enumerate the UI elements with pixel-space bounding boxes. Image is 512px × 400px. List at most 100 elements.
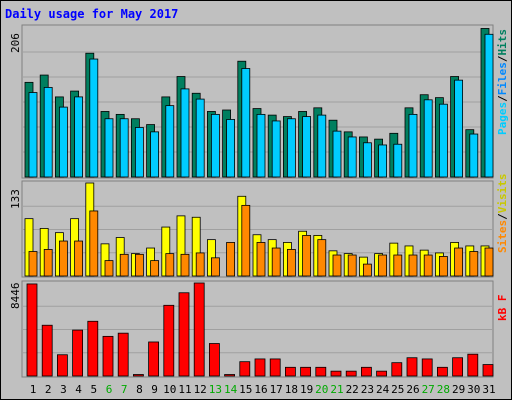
sites-bar [28,251,38,277]
sites-bar [59,240,68,277]
x-day-label: 27 [422,383,435,396]
sites-bar [165,253,175,277]
files-bar [347,136,357,178]
kbf-bar [224,374,236,377]
kbf-bar [300,366,312,377]
x-day-label: 2 [45,383,52,396]
sites-bar [195,252,205,277]
x-day-label: 17 [270,383,283,396]
kbf-bar [26,283,38,377]
x-day-label: 4 [75,383,82,396]
kbf-bar [178,292,190,377]
kbf-bar [41,324,53,377]
files-bar [104,118,114,178]
legend-entry: Files [496,62,509,95]
kbf-bar [208,343,220,377]
x-day-label: 21 [330,383,343,396]
legend-entry: kB F [496,295,509,322]
sites-bar [469,251,479,277]
bars-layer [24,28,494,377]
files-bar [286,118,296,178]
kbf-bar [391,362,403,377]
files-bar [438,103,448,178]
files-bar [393,143,403,178]
files-bar [302,116,312,178]
x-day-label: 5 [90,383,97,396]
files-bar [134,127,144,178]
x-day-label: 25 [391,383,404,396]
sites-bar [317,239,327,277]
kbf-bar [284,366,296,377]
sites-bar [302,235,312,277]
kbf-bar [406,357,418,377]
legend-text: Pages/Files/Hits [496,29,509,135]
x-day-label: 9 [151,383,158,396]
x-day-label: 14 [224,383,238,396]
x-day-label: 29 [452,383,465,396]
sites-bar [226,242,236,277]
files-bar [271,120,281,178]
x-day-label: 1 [30,383,37,396]
sites-bar [256,242,266,277]
files-bar [241,68,251,178]
legend-text: kB F [496,295,509,322]
sites-bar [43,249,53,277]
x-day-label: 22 [346,383,359,396]
files-bar [454,79,464,178]
files-bar [256,113,266,178]
legend-separator: / [496,213,509,220]
kbf-bar [239,361,251,377]
kbf-bar [72,329,83,377]
sites-bar [438,256,448,277]
x-day-label: 23 [361,383,374,396]
files-bar [180,88,190,178]
files-bar [362,142,372,178]
files-bar [150,131,160,178]
sites-bar [74,240,83,277]
x-day-label: 16 [254,383,267,396]
legend-entry: Visits [496,174,509,214]
legend-separator: / [496,95,509,102]
sites-bar [393,254,403,277]
kbf-bar [269,358,281,377]
files-bar [28,92,38,178]
y-max-label: 206 [9,33,22,53]
files-bar [74,96,83,178]
x-day-label: 12 [194,383,207,396]
x-day-label: 19 [300,383,313,396]
x-day-label: 18 [285,383,298,396]
sites-bar [134,253,144,277]
legend-entry: Hits [496,29,509,56]
x-day-label: 10 [163,383,176,396]
kbf-bar [315,366,327,377]
sites-bar [423,254,433,277]
x-day-label: 15 [239,383,252,396]
legend-text: Sites/Visits [496,174,509,254]
legend-separator: / [496,55,509,62]
sites-bar [210,257,220,277]
sites-bar [241,204,251,277]
kbf-bar [57,354,68,377]
sites-bar [180,253,190,277]
kbf-bar [87,320,99,377]
sites-bar [347,254,357,277]
x-day-label: 20 [315,383,328,396]
legend-entry: Sites [496,220,509,253]
sites-bar [484,247,494,277]
x-day-label: 8 [136,383,143,396]
kbf-bar [117,332,129,377]
y-axis-labels: 206 133 8446 [9,33,22,309]
files-bar [210,113,220,178]
chart-title: Daily usage for May 2017 [5,7,179,21]
sites-bar [104,260,114,277]
kbf-bar [467,353,479,377]
kbf-bar [254,358,266,377]
kbf-bar [452,357,464,377]
sites-bar [150,260,160,277]
x-day-label: 11 [178,383,191,396]
files-bar [317,114,327,178]
y-max-label: 133 [9,189,22,209]
x-day-label: 6 [106,383,113,396]
